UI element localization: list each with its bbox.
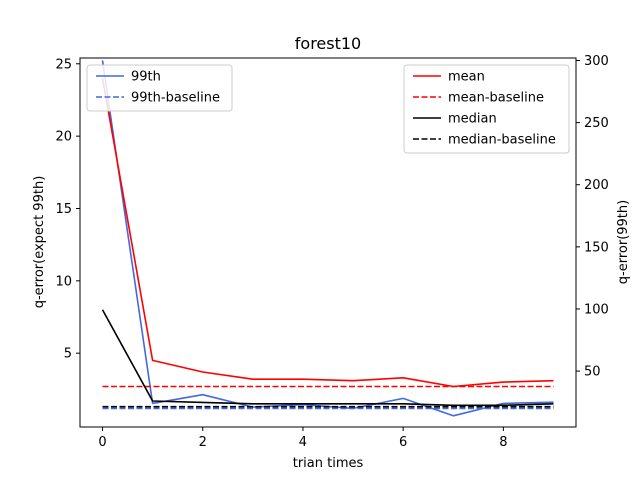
y-right-tick-label: 250	[584, 116, 609, 131]
x-tick-label: 2	[199, 435, 207, 450]
series-line-median	[101, 309, 554, 407]
y-left-tick-label: 10	[55, 274, 72, 289]
y-right-tick-label: 50	[584, 365, 601, 380]
x-axis-label: trian times	[293, 456, 364, 471]
legend-right: mean mean-baseline median median-baseline	[403, 64, 570, 154]
y-axis-right-label: q-error(99th)	[616, 200, 631, 284]
y-left-tick-label: 15	[55, 202, 72, 217]
y-right-tick-label: 200	[584, 178, 609, 193]
axes-layer: 0 2 4 6 8 5 10 15 20 25 50 100 150 200 250 300	[55, 54, 608, 450]
legend-label-mean: mean	[448, 70, 485, 85]
legend-label-median-baseline: median-baseline	[448, 133, 556, 148]
y-left-tick-label: 5	[64, 347, 72, 362]
y-left-tick-label: 20	[55, 130, 72, 145]
x-tick-label: 6	[399, 435, 407, 450]
series-line-mean	[101, 78, 554, 388]
legend-label-mean-baseline: mean-baseline	[448, 91, 544, 106]
y-right-tick-label: 100	[584, 302, 609, 317]
legend-box	[403, 64, 570, 154]
legend-left: 99th 99th-baseline	[86, 64, 233, 112]
x-tick-label: 4	[299, 435, 307, 450]
chart-title: forest10	[295, 34, 361, 53]
legend-label-99th: 99th	[131, 70, 161, 85]
y-axis-left-label: q-error(expect 99th)	[32, 176, 47, 309]
x-tick-label: 0	[98, 435, 106, 450]
y-right-tick-label: 150	[584, 240, 609, 255]
series-layer	[101, 60, 554, 417]
legend-label-99th-baseline: 99th-baseline	[131, 91, 220, 106]
y-left-tick-label: 25	[55, 57, 72, 72]
y-right-tick-label: 300	[584, 54, 609, 69]
plot-frame	[79, 57, 577, 428]
legend-label-median: median	[448, 112, 497, 127]
x-tick-label: 8	[499, 435, 507, 450]
